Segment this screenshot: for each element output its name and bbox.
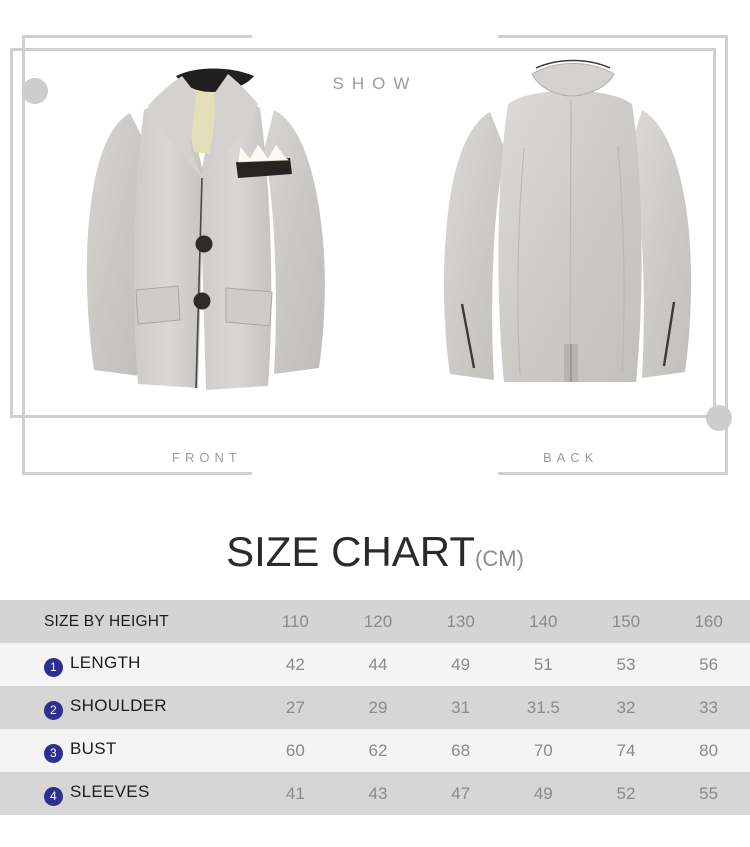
row-index-badge: 4 (44, 786, 63, 806)
table-row: 2 SHOULDER 27 29 31 31.5 32 33 (0, 686, 750, 729)
table-row-label: 3 BUST (0, 729, 254, 772)
table-cell: 80 (699, 740, 719, 760)
table-cell: 31 (451, 697, 471, 717)
table-cell: 70 (533, 740, 553, 760)
table-cell: 43 (368, 783, 388, 803)
table-row: 1 LENGTH 42 44 49 51 53 56 (0, 643, 750, 686)
table-cell: 49 (533, 783, 553, 803)
row-index-badge: 2 (44, 700, 63, 720)
blazer-back-image (443, 59, 692, 382)
table-cell: 32 (616, 697, 636, 717)
size-chart-title: SIZE CHART(CM) (0, 528, 750, 576)
front-view-label: FRONT (172, 450, 242, 465)
table-cell: 41 (285, 783, 305, 803)
table-header-cell: 160 (694, 611, 723, 631)
blazer-front-image (86, 68, 325, 390)
table-header-cell: 120 (363, 611, 393, 631)
table-cell: 29 (368, 697, 388, 717)
table-cell: 31.5 (526, 697, 560, 717)
table-row-label: 4 SLEEVES (0, 772, 254, 815)
table-row: 3 BUST 60 62 68 70 74 80 (0, 729, 750, 772)
frame-dot-bottom-right (706, 405, 732, 431)
table-cell: 33 (699, 697, 719, 717)
size-chart-unit: (CM) (475, 546, 524, 571)
table-cell: 55 (699, 783, 719, 803)
table-cell: 56 (699, 654, 719, 674)
row-index-badge: 3 (44, 743, 63, 763)
table-row: 4 SLEEVES 41 43 47 49 52 55 (0, 772, 750, 815)
frame-dot-top-left (22, 78, 48, 104)
table-cell: 51 (533, 654, 553, 674)
table-cell: 27 (285, 697, 305, 717)
table-cell: 53 (616, 654, 636, 674)
table-cell: 49 (451, 654, 471, 674)
size-chart-title-main: SIZE CHART (226, 528, 476, 575)
table-header-cell: 130 (446, 611, 475, 631)
table-cell: 62 (368, 740, 388, 760)
table-cell: 60 (285, 740, 305, 760)
table-cell: 47 (451, 783, 471, 803)
table-cell: 52 (616, 783, 636, 803)
table-header-cell: 150 (611, 611, 641, 631)
table-header-cell: 110 (281, 611, 309, 631)
product-showcase: SHOW (10, 35, 732, 488)
row-index-badge: 1 (44, 657, 63, 677)
table-header-cell: 140 (529, 611, 558, 631)
table-header-label: SIZE BY HEIGHT (44, 612, 169, 630)
table-header-row: SIZE BY HEIGHT 110 120 130 140 150 160 (0, 600, 750, 643)
table-cell: 68 (451, 740, 471, 760)
decorative-frame-outer (22, 35, 728, 475)
back-view-label: BACK (543, 450, 599, 465)
table-row-label: 1 LENGTH (0, 643, 254, 686)
table-cell: 44 (368, 654, 388, 674)
showcase-heading: SHOW (332, 74, 418, 93)
decorative-frame-inner (10, 48, 716, 488)
table-row-label: 2 SHOULDER (0, 686, 254, 729)
table-cell: 42 (285, 654, 305, 674)
size-chart-table: SIZE BY HEIGHT 110 120 130 140 150 160 1 LENGTH 4… (0, 600, 750, 815)
table-cell: 74 (616, 740, 636, 760)
